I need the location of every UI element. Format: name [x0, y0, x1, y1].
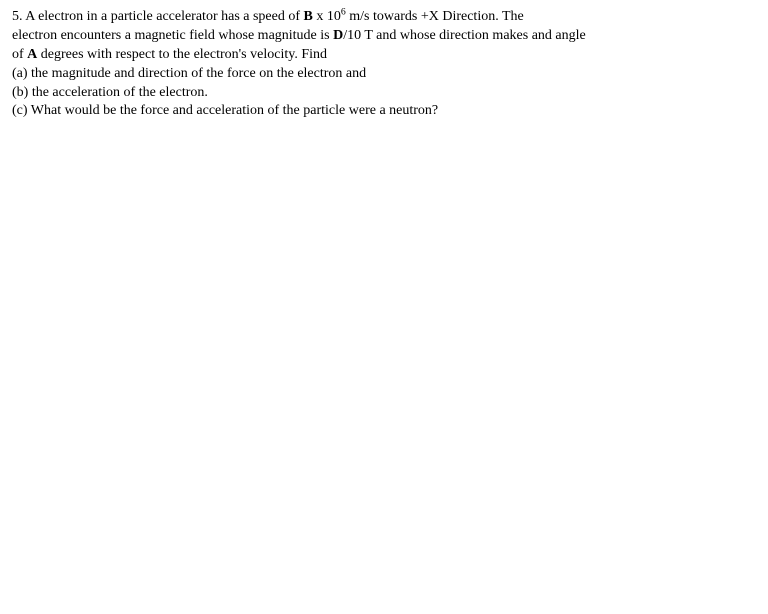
problem-line-3: of A degrees with respect to the electro…: [12, 46, 756, 65]
problem-line-1: 5. A electron in a particle accelerator …: [12, 8, 756, 27]
problem-number: 5.: [12, 9, 23, 24]
problem-line-2: electron encounters a magnetic field who…: [12, 27, 756, 46]
problem-part-a: (a) the magnitude and direction of the f…: [12, 65, 756, 84]
text: electron encounters a magnetic field who…: [12, 28, 333, 43]
text: x 10: [313, 9, 341, 24]
text: A electron in a particle accelerator has…: [23, 9, 304, 24]
text: /10 T and whose direction makes and angl…: [343, 28, 585, 43]
var-B: B: [304, 9, 313, 24]
text: m/s towards +X Direction. The: [346, 9, 524, 24]
problem-part-b: (b) the acceleration of the electron.: [12, 84, 756, 103]
var-A: A: [27, 47, 37, 62]
text: of: [12, 47, 27, 62]
var-D: D: [333, 28, 343, 43]
problem-block: 5. A electron in a particle accelerator …: [12, 8, 756, 121]
problem-part-c: (c) What would be the force and accelera…: [12, 102, 756, 121]
text: degrees with respect to the electron's v…: [37, 47, 327, 62]
